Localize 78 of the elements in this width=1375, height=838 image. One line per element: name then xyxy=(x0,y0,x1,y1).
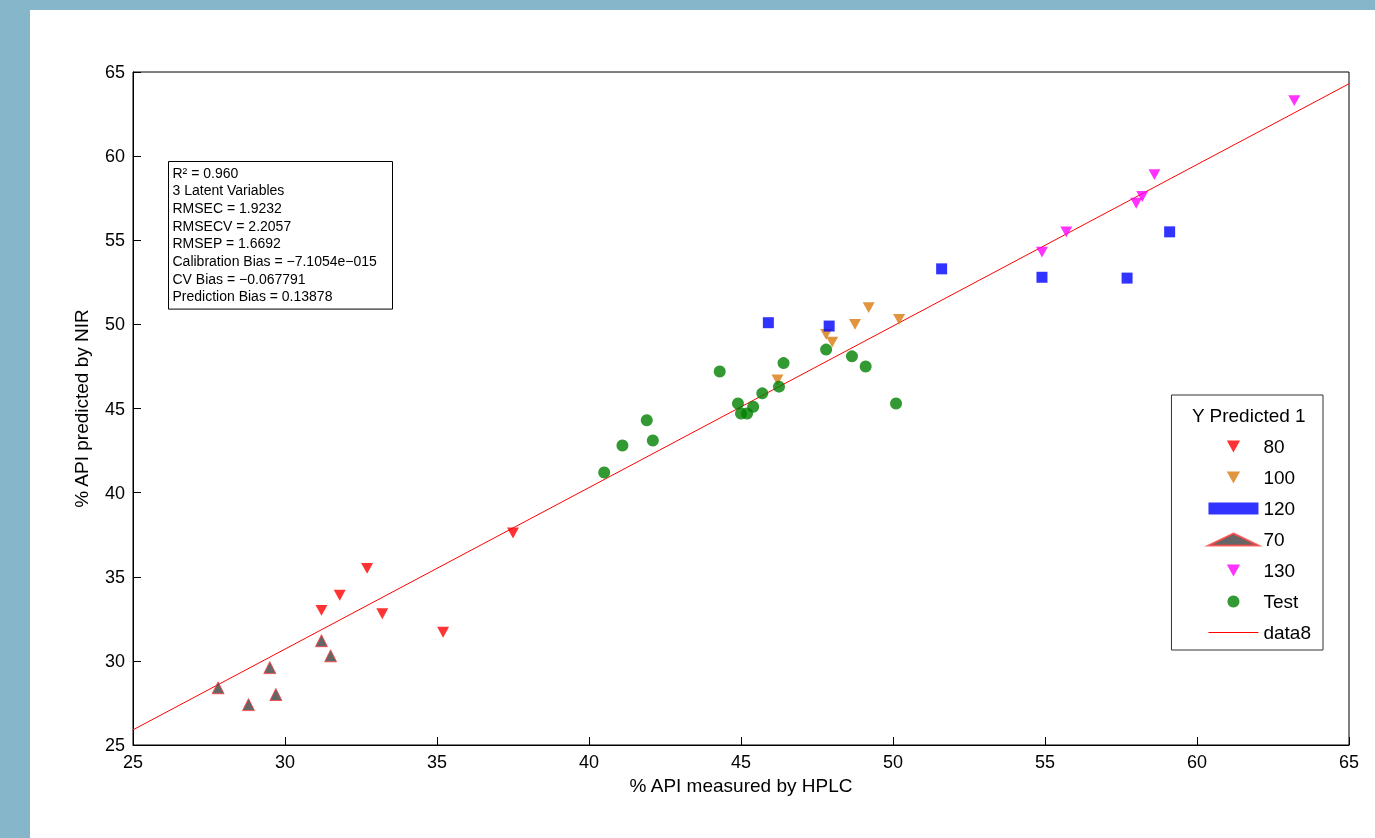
point xyxy=(598,466,611,479)
point xyxy=(849,318,861,330)
x-tick-label: 40 xyxy=(578,752,600,772)
point xyxy=(324,649,338,663)
x-tick-label: 30 xyxy=(274,752,296,772)
point xyxy=(936,263,948,275)
point xyxy=(376,608,389,620)
legend-label: 120 xyxy=(1263,498,1296,519)
x-tick-label: 55 xyxy=(1034,752,1056,772)
point xyxy=(616,439,629,452)
x-axis-title: % API measured by HPLC xyxy=(629,774,853,796)
legend-label: 80 xyxy=(1263,436,1285,457)
point xyxy=(713,365,726,378)
point xyxy=(1121,272,1133,284)
y-tick-label: 30 xyxy=(104,650,125,671)
point xyxy=(263,661,277,675)
point xyxy=(1136,191,1149,202)
y-tick-label: 65 xyxy=(104,62,125,82)
point xyxy=(820,343,833,356)
annotation: Prediction Bias = 0.13878 xyxy=(172,288,333,305)
point xyxy=(315,605,328,616)
annotation: CV Bias = −0.067791 xyxy=(172,270,306,287)
point xyxy=(1164,226,1176,238)
y-tick-label: 35 xyxy=(104,566,125,587)
legend-label: 100 xyxy=(1263,467,1296,488)
point xyxy=(211,681,225,695)
point xyxy=(646,434,659,447)
y-tick-label: 40 xyxy=(104,482,125,503)
point xyxy=(333,589,346,601)
annotation: RMSEC = 1.9232 xyxy=(172,199,283,216)
x-tick-label: 25 xyxy=(122,752,144,772)
point xyxy=(640,414,653,427)
legend-label: data8 xyxy=(1263,622,1311,643)
point xyxy=(777,357,790,370)
annotation: Calibration Bias = −7.1054e−015 xyxy=(172,253,378,269)
x-tick-label: 35 xyxy=(426,752,448,772)
legend-title: Y Predicted 1 xyxy=(1191,405,1306,426)
annotation: R² = 0.960 xyxy=(172,164,239,181)
x-tick-label: 60 xyxy=(1186,752,1208,772)
y-tick-label: 60 xyxy=(104,146,125,167)
point xyxy=(893,313,906,325)
point xyxy=(361,562,374,574)
annotation: RMSEP = 1.6692 xyxy=(172,235,282,252)
annotation: RMSECV = 2.2057 xyxy=(172,217,292,234)
point xyxy=(826,336,839,348)
point xyxy=(269,688,283,702)
y-axis-title: % API predicted by NIR xyxy=(71,309,92,508)
point xyxy=(1130,197,1143,209)
x-tick-label: 50 xyxy=(882,752,904,772)
x-tick-label: 65 xyxy=(1338,752,1360,772)
y-tick-label: 25 xyxy=(104,735,125,755)
point xyxy=(1148,169,1161,181)
point xyxy=(1288,95,1301,106)
point xyxy=(859,360,872,373)
point xyxy=(437,626,450,638)
legend-label: Test xyxy=(1263,591,1300,612)
point xyxy=(747,400,760,413)
legend-label: 70 xyxy=(1263,529,1285,550)
point xyxy=(1035,246,1048,258)
y-tick-label: 45 xyxy=(104,398,125,419)
point xyxy=(862,302,875,313)
point xyxy=(731,397,744,410)
legend-label: 130 xyxy=(1263,560,1296,581)
x-tick-label: 45 xyxy=(730,752,752,772)
y-tick-label: 55 xyxy=(104,230,125,251)
point xyxy=(823,320,835,332)
y-tick-label: 50 xyxy=(104,314,125,335)
annotation: 3 Latent Variables xyxy=(172,182,285,199)
point xyxy=(1060,226,1073,238)
point xyxy=(242,698,256,712)
point xyxy=(756,387,769,400)
point xyxy=(845,350,858,363)
point xyxy=(890,397,903,410)
point xyxy=(773,380,785,393)
point xyxy=(762,317,774,329)
point xyxy=(1036,271,1048,283)
point xyxy=(507,527,519,539)
point xyxy=(314,634,328,648)
